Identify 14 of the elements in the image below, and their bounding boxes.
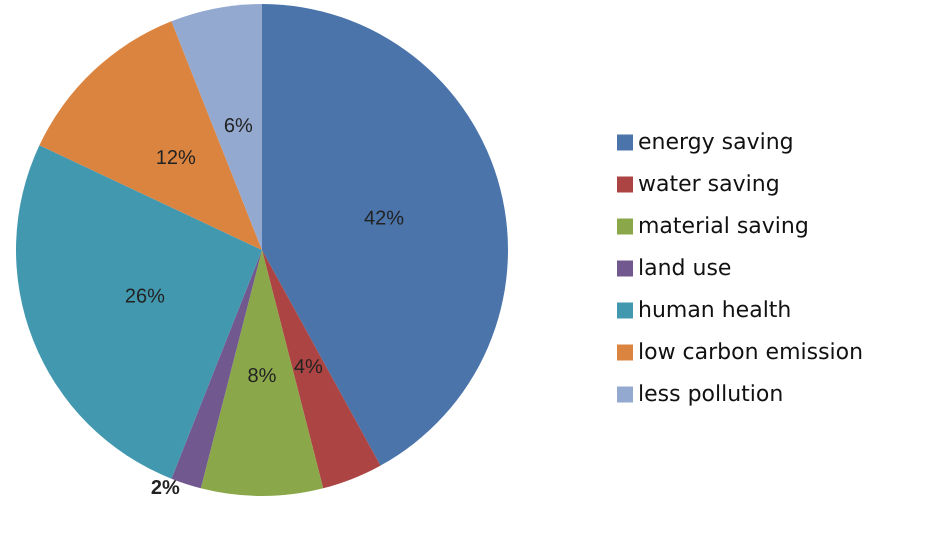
legend-label: energy saving xyxy=(638,130,794,155)
legend-label: material saving xyxy=(638,214,809,239)
legend-label: low carbon emission xyxy=(638,340,864,365)
data-label: 2% xyxy=(150,476,180,499)
legend-label: land use xyxy=(638,256,732,281)
data-label: 4% xyxy=(294,356,324,378)
data-label: 8% xyxy=(248,365,277,387)
data-label: 12% xyxy=(156,147,196,170)
legend-label: water saving xyxy=(638,172,780,197)
legend-label: human health xyxy=(638,298,792,323)
data-label: 42% xyxy=(364,208,404,230)
data-label: 6% xyxy=(224,115,254,138)
data-label: 26% xyxy=(124,285,166,308)
legend-label: less pollution xyxy=(638,382,784,407)
